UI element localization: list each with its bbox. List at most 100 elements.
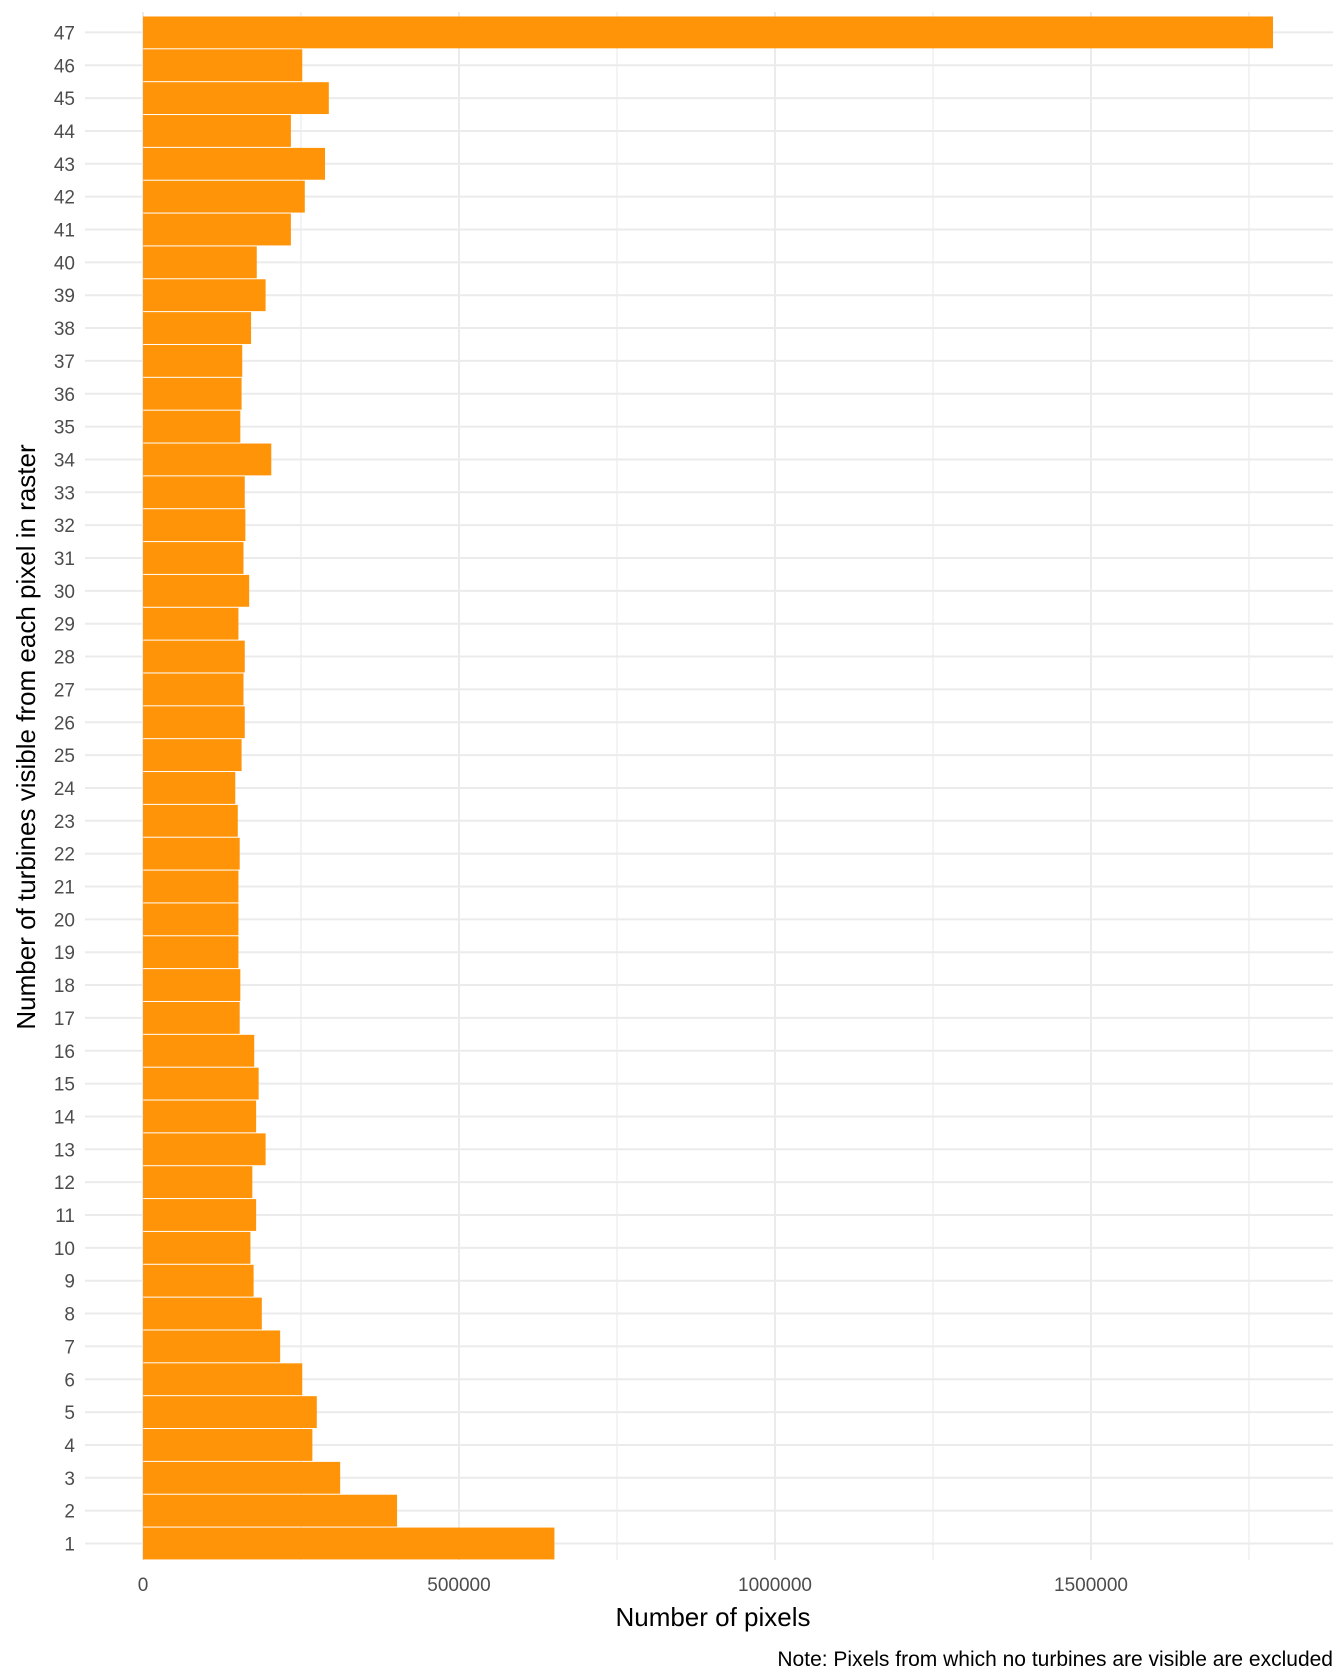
bars [143,16,1273,1560]
bar-13 [143,1133,266,1166]
bar-23 [143,804,238,837]
y-tick-label-24: 24 [54,779,76,800]
bar-15 [143,1067,259,1100]
bar-30 [143,574,250,607]
y-tick-label-27: 27 [54,680,75,701]
bar-40 [143,246,257,279]
bar-37 [143,344,243,377]
x-axis-title: Number of pixels [615,1602,810,1632]
bar-29 [143,607,239,640]
y-tick-label-11: 11 [55,1206,75,1227]
y-tick-label-18: 18 [54,976,75,997]
x-tick-label-1500000: 1500000 [1054,1575,1128,1596]
y-tick-label-35: 35 [54,418,75,439]
bar-28 [143,640,245,673]
bar-1 [143,1527,555,1560]
bar-7 [143,1330,281,1363]
y-tick-label-33: 33 [54,483,75,504]
bar-47 [143,16,1273,49]
bar-38 [143,312,252,344]
y-tick-label-47: 47 [54,23,75,44]
y-tick-label-45: 45 [54,89,75,110]
y-tick-label-5: 5 [64,1403,75,1424]
bar-22 [143,837,240,870]
bar-32 [143,509,246,542]
bar-31 [143,542,244,574]
y-tick-labels: 1234567891011121314151617181920212223242… [54,23,76,1555]
bar-18 [143,969,241,1001]
y-tick-label-13: 13 [54,1140,75,1161]
bar-44 [143,115,291,147]
y-tick-label-6: 6 [64,1370,75,1391]
bar-46 [143,49,303,82]
y-axis-title: Number of turbines visible from each pix… [11,444,41,1030]
y-tick-label-43: 43 [54,155,75,176]
bar-6 [143,1363,303,1396]
y-tick-label-44: 44 [54,122,76,143]
bar-19 [143,936,239,969]
bar-41 [143,213,291,246]
y-tick-label-46: 46 [54,56,75,77]
y-tick-label-26: 26 [54,713,75,734]
bar-10 [143,1231,251,1264]
bar-33 [143,476,245,509]
y-tick-label-28: 28 [54,648,75,669]
y-tick-label-25: 25 [54,746,75,767]
chart-caption: Note: Pixels from which no turbines are … [777,1648,1333,1671]
bar-26 [143,706,245,739]
y-tick-label-10: 10 [54,1239,75,1260]
y-tick-label-22: 22 [54,845,75,866]
bar-9 [143,1264,254,1297]
bar-45 [143,82,329,115]
bar-35 [143,410,241,443]
bar-12 [143,1166,253,1199]
y-tick-label-3: 3 [64,1469,75,1490]
y-tick-label-40: 40 [54,253,75,274]
bar-25 [143,739,242,772]
bar-4 [143,1429,313,1461]
bar-24 [143,772,236,804]
y-tick-label-21: 21 [54,878,75,899]
bar-17 [143,1001,240,1034]
bar-43 [143,147,326,180]
bar-3 [143,1461,341,1494]
y-tick-label-7: 7 [64,1337,75,1358]
bar-27 [143,673,244,706]
y-tick-label-16: 16 [54,1042,75,1063]
bar-21 [143,870,239,903]
y-tick-label-38: 38 [54,319,75,340]
y-tick-label-8: 8 [64,1305,75,1326]
bar-20 [143,903,239,936]
y-tick-label-36: 36 [54,385,75,406]
y-tick-label-19: 19 [54,943,75,964]
x-tick-labels: 0 500000 1000000 1500000 [138,1575,1128,1596]
y-tick-label-12: 12 [54,1173,75,1194]
x-tick-label-0: 0 [138,1575,149,1596]
y-tick-label-14: 14 [54,1107,76,1128]
bar-42 [143,180,305,213]
bar-14 [143,1100,257,1133]
y-tick-label-41: 41 [54,221,75,242]
y-tick-label-37: 37 [54,352,75,373]
x-tick-label-1000000: 1000000 [738,1575,812,1596]
y-tick-label-23: 23 [54,812,75,833]
y-tick-label-17: 17 [54,1009,75,1030]
y-tick-label-9: 9 [64,1272,75,1293]
y-tick-label-20: 20 [54,910,75,931]
y-tick-label-15: 15 [54,1075,75,1096]
x-tick-label-500000: 500000 [427,1575,490,1596]
y-tick-label-29: 29 [54,615,75,636]
bar-2 [143,1494,398,1527]
y-tick-label-42: 42 [54,188,75,209]
bar-8 [143,1297,262,1330]
bar-5 [143,1396,317,1429]
y-tick-label-32: 32 [54,516,75,537]
y-tick-label-2: 2 [64,1502,75,1523]
bar-34 [143,443,272,476]
bar-39 [143,279,266,312]
bar-11 [143,1199,257,1231]
bar-16 [143,1034,255,1067]
bar-36 [143,377,242,410]
